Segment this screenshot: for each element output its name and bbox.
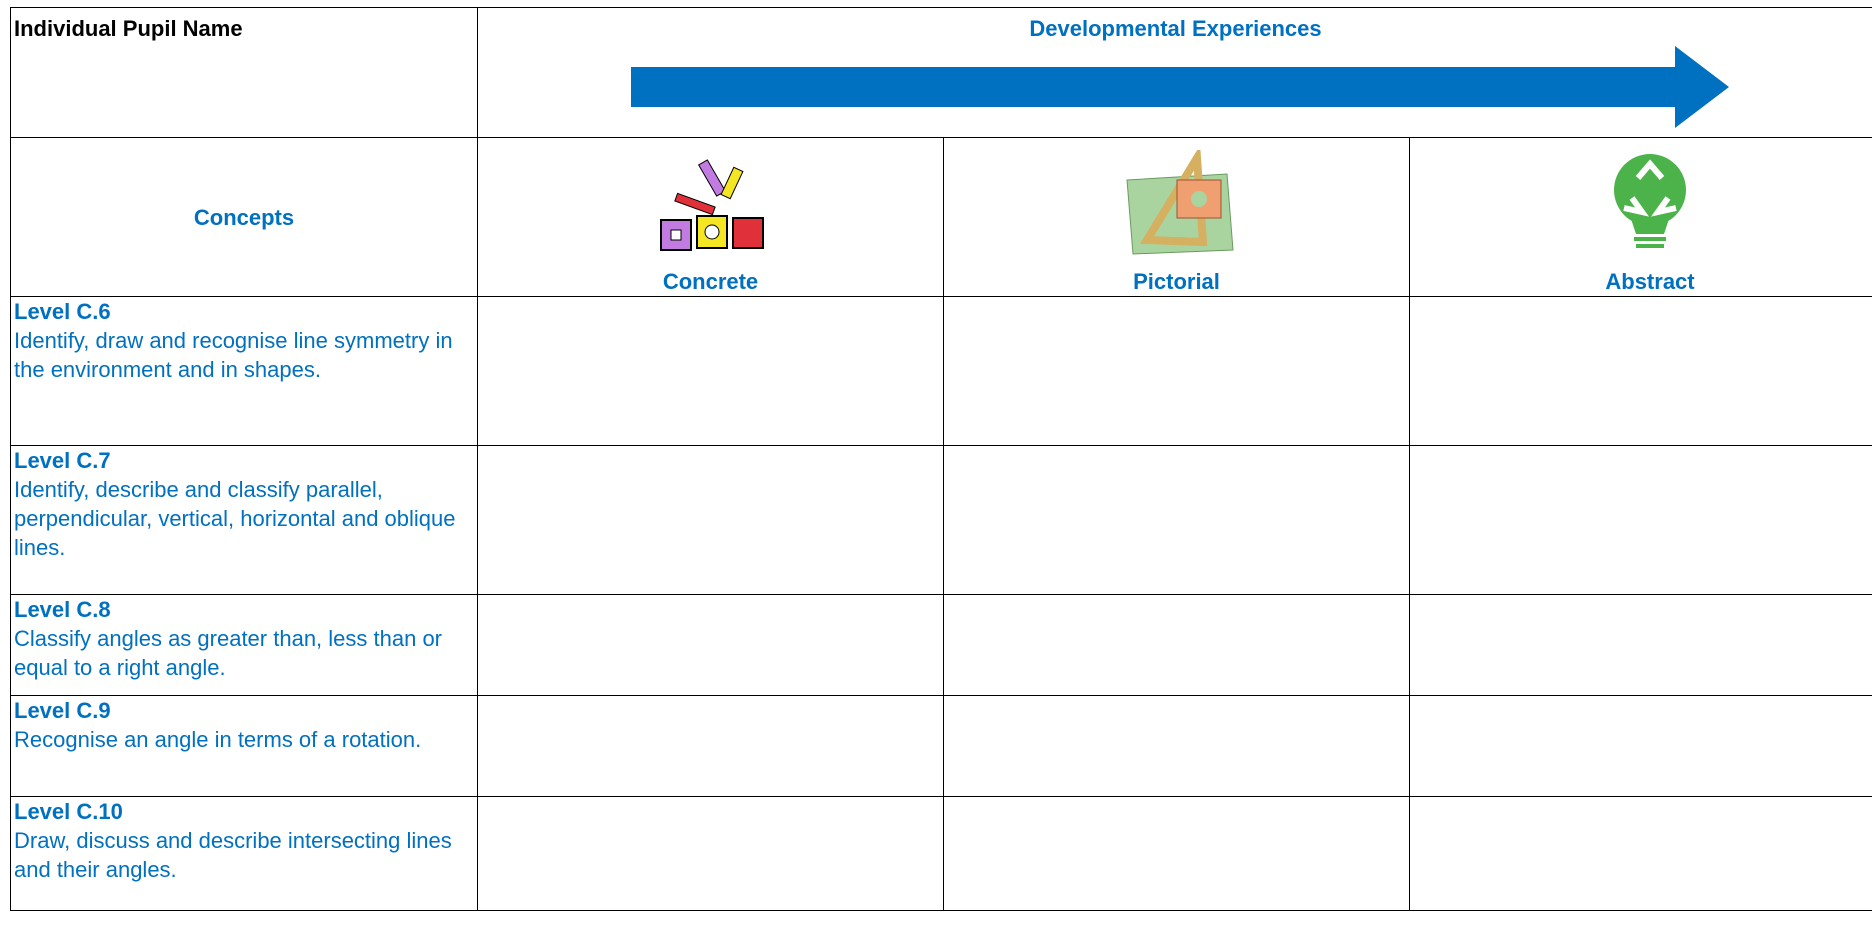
pictorial-header: Pictorial (944, 138, 1410, 297)
concrete-header: Concrete (478, 138, 944, 297)
experiences-header: Developmental Experiences (478, 8, 1872, 138)
record-cell[interactable] (944, 797, 1410, 911)
record-cell[interactable] (944, 696, 1410, 797)
header-row: Individual Pupil Name Developmental Expe… (11, 8, 1872, 138)
level-description: Identify, describe and classify parallel… (14, 475, 474, 562)
concepts-header: Concepts (11, 138, 478, 297)
level-label: Level C.7 (14, 446, 474, 475)
abstract-header: Abstract (1410, 138, 1872, 297)
record-cell[interactable] (478, 595, 944, 696)
record-cell[interactable] (944, 595, 1410, 696)
record-cell[interactable] (1410, 297, 1872, 446)
record-cell[interactable] (478, 446, 944, 595)
progress-arrow (478, 8, 1872, 138)
level-description: Recognise an angle in terms of a rotatio… (14, 725, 474, 754)
assessment-table: Individual Pupil Name Developmental Expe… (10, 7, 1872, 911)
pictorial-label: Pictorial (947, 267, 1406, 296)
record-cell[interactable] (1410, 696, 1872, 797)
level-description: Draw, discuss and describe intersecting … (14, 826, 474, 884)
level-description: Identify, draw and recognise line symmet… (14, 326, 474, 384)
concrete-label: Concrete (481, 267, 940, 296)
record-cell[interactable] (1410, 797, 1872, 911)
level-label: Level C.9 (14, 696, 474, 725)
record-cell[interactable] (944, 446, 1410, 595)
record-cell[interactable] (944, 297, 1410, 446)
level-label: Level C.8 (14, 595, 474, 624)
level-label: Level C.10 (14, 797, 474, 826)
record-cell[interactable] (478, 797, 944, 911)
level-description: Classify angles as greater than, less th… (14, 624, 474, 682)
record-cell[interactable] (1410, 446, 1872, 595)
pupil-name-label: Individual Pupil Name (11, 8, 478, 138)
assessment-sheet: Individual Pupil Name Developmental Expe… (10, 7, 1872, 927)
abstract-icon (1580, 150, 1720, 260)
level-label: Level C.6 (14, 297, 474, 326)
column-header-row: Concepts Concrete Pictorial (11, 138, 1872, 297)
pictorial-icon (1107, 150, 1247, 260)
record-cell[interactable] (478, 696, 944, 797)
record-cell[interactable] (1410, 595, 1872, 696)
concrete-icon (641, 150, 781, 260)
abstract-label: Abstract (1413, 267, 1872, 296)
record-cell[interactable] (478, 297, 944, 446)
